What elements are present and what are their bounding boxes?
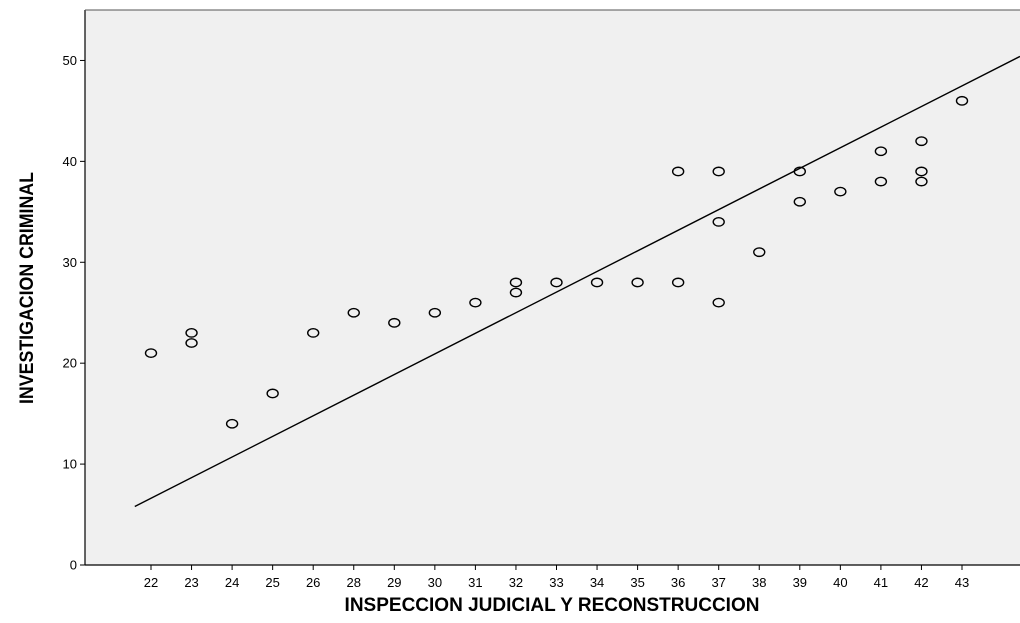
x-tick-label: 42 <box>914 575 928 590</box>
x-tick-label: 24 <box>225 575 239 590</box>
x-tick-label: 34 <box>590 575 604 590</box>
data-point <box>955 95 969 106</box>
y-axis-title: INVESTIGACION CRIMINAL <box>17 172 38 404</box>
data-point <box>753 247 766 258</box>
data-point <box>671 166 685 177</box>
data-point <box>631 277 644 288</box>
x-tick-label: 30 <box>428 575 442 590</box>
data-point <box>469 297 482 308</box>
x-tick-label: 31 <box>468 575 482 590</box>
data-point <box>874 176 888 187</box>
x-tick-label: 39 <box>793 575 807 590</box>
data-point <box>185 328 198 338</box>
data-point <box>550 277 563 288</box>
data-point <box>874 146 888 157</box>
y-tick-label: 0 <box>70 558 77 573</box>
data-point <box>834 186 847 197</box>
data-point <box>915 136 928 147</box>
x-tick-label: 32 <box>509 575 523 590</box>
x-tick-label: 28 <box>347 575 361 590</box>
data-point <box>388 317 401 328</box>
fit-line <box>134 55 1020 508</box>
y-tick-label: 40 <box>63 154 77 169</box>
data-point <box>712 217 725 227</box>
x-axis-title: INSPECCION JUDICIAL Y RECONSTRUCCION <box>345 595 760 616</box>
data-point <box>671 277 685 288</box>
x-tick-label: 36 <box>671 575 685 590</box>
data-point <box>144 348 158 358</box>
data-point <box>225 418 239 429</box>
data-point <box>793 166 806 177</box>
data-point <box>793 196 806 207</box>
data-point <box>509 287 523 298</box>
y-tick-label: 30 <box>63 255 77 270</box>
data-point <box>915 176 928 187</box>
data-point <box>347 307 360 318</box>
x-tick-label: 35 <box>630 575 644 590</box>
data-point <box>428 307 442 318</box>
data-point <box>915 166 928 177</box>
x-tick-label: 22 <box>144 575 158 590</box>
x-tick-label: 25 <box>265 575 279 590</box>
y-tick-label: 20 <box>63 356 77 371</box>
data-point <box>307 328 320 338</box>
data-point <box>712 166 725 177</box>
data-point <box>712 297 725 308</box>
y-tick-label: 10 <box>63 457 77 472</box>
y-tick-label: 50 <box>63 53 77 68</box>
x-tick-label: 43 <box>955 575 969 590</box>
x-tick-label: 33 <box>549 575 563 590</box>
x-tick-label: 26 <box>306 575 320 590</box>
x-tick-label: 37 <box>711 575 725 590</box>
data-point <box>590 277 604 288</box>
data-point <box>266 388 279 399</box>
x-tick-label: 40 <box>833 575 847 590</box>
x-tick-label: 29 <box>387 575 401 590</box>
x-tick-label: 41 <box>874 575 888 590</box>
data-point <box>185 338 198 348</box>
x-tick-label: 23 <box>184 575 198 590</box>
plot-area <box>85 10 1020 565</box>
x-tick-label: 38 <box>752 575 766 590</box>
data-point <box>509 277 523 288</box>
